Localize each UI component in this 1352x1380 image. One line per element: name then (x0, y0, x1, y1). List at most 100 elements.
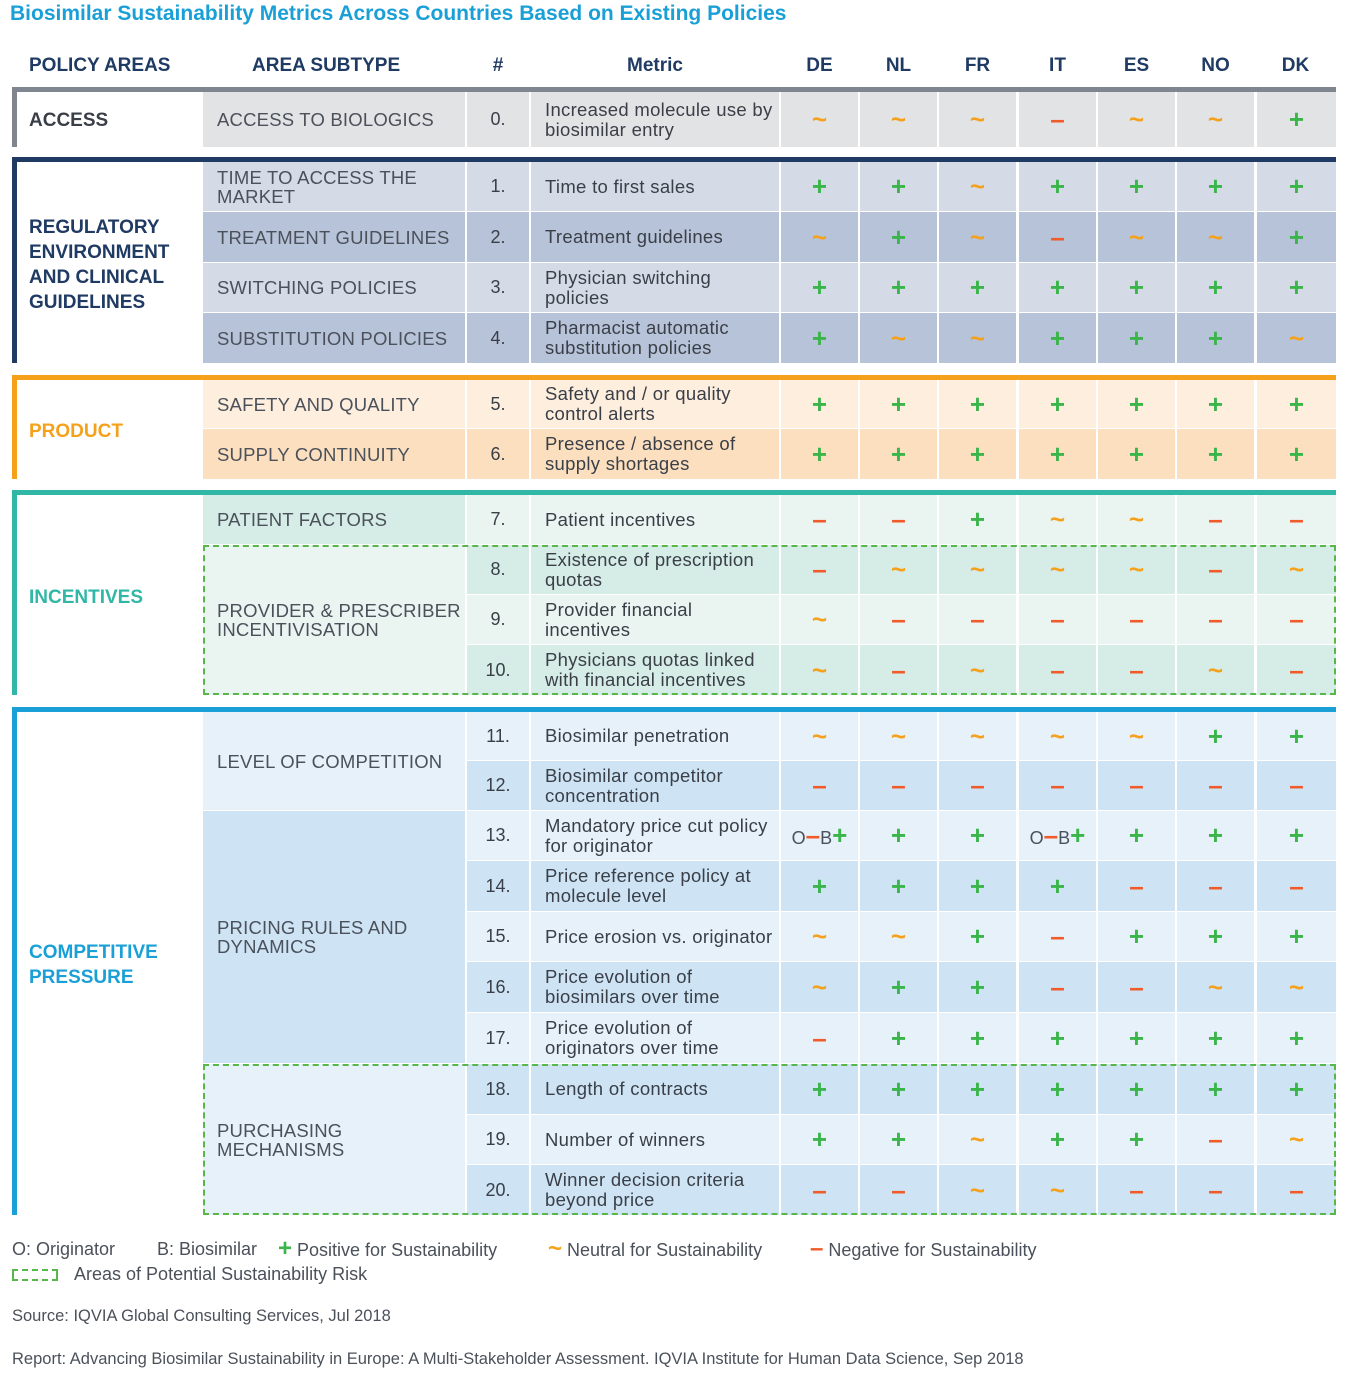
plus-icon: + (1128, 171, 1145, 201)
score-cell-dk: – (1257, 645, 1336, 695)
plus-icon: + (1288, 438, 1305, 469)
plus-icon: + (1207, 921, 1224, 951)
minus-icon: – (1289, 504, 1304, 534)
plus-icon: + (1049, 1073, 1066, 1104)
score-cell-de: + (781, 380, 858, 428)
subtype-cell: PROVIDER & PRESCRIBER INCENTIVISATION (203, 545, 465, 695)
plus-icon: + (890, 971, 907, 1002)
metric-cell: Treatment guidelines (531, 212, 779, 262)
subtype-cell: TREATMENT GUIDELINES (203, 212, 465, 262)
minus-icon: – (1050, 104, 1065, 134)
score-cell-es: ~ (1098, 495, 1175, 544)
score-cell-nl: + (860, 861, 937, 911)
score-cell-dk: + (1257, 712, 1336, 760)
score-cell-no: – (1177, 545, 1254, 594)
tilde-icon: ~ (969, 171, 986, 201)
minus-icon: – (812, 1174, 827, 1205)
tilde-icon: ~ (1049, 554, 1066, 584)
score-cell-nl: + (860, 811, 937, 860)
score-cell-dk: + (1257, 162, 1336, 211)
score-cell-fr: + (939, 811, 1016, 860)
score-cell-fr: + (939, 962, 1016, 1012)
area-label-regulatory: REGULATORY ENVIRONMENT AND CLINICAL GUID… (29, 217, 170, 313)
score-cell-it: ~ (1019, 712, 1096, 760)
score-cell-es: – (1098, 962, 1175, 1012)
score-cell-dk: – (1257, 761, 1336, 810)
row-number: 5. (467, 380, 529, 428)
score-cell-no: + (1177, 162, 1254, 211)
minus-icon: – (970, 770, 985, 800)
plus-icon: + (1207, 388, 1224, 419)
score-cell-nl: – (860, 761, 937, 810)
subtype-cell: LEVEL OF COMPETITION (203, 712, 465, 810)
tilde-icon: ~ (969, 720, 986, 751)
tilde-icon: ~ (1207, 221, 1224, 252)
score-cell-no: + (1177, 313, 1254, 363)
area-top-rule (12, 375, 1336, 380)
subtype-cell: PRICING RULES AND DYNAMICS (203, 811, 465, 1063)
tilde-icon: ~ (811, 654, 828, 685)
tilde-icon: ~ (811, 221, 828, 252)
score-cell-es: + (1098, 162, 1175, 211)
legend-neutral-label: Neutral for Sustainability (567, 1240, 763, 1260)
score-cell-fr: ~ (939, 212, 1016, 262)
plus-icon: + (969, 1022, 986, 1053)
tilde-icon: ~ (969, 322, 986, 353)
score-cell-de: – (781, 545, 858, 594)
plus-icon: + (1288, 171, 1305, 201)
plus-icon: + (1207, 720, 1224, 751)
score-cell-de: – (781, 761, 858, 810)
plus-icon: + (811, 870, 828, 901)
score-cell-dk: + (1257, 1064, 1336, 1114)
minus-icon: – (891, 504, 906, 534)
row-number: 18. (467, 1064, 529, 1114)
score-cell-es: + (1098, 313, 1175, 363)
originator-label: O (1029, 828, 1044, 848)
score-cell-nl: – (860, 645, 937, 695)
metric-cell: Price erosion vs. originator (531, 912, 779, 961)
plus-icon: + (969, 820, 986, 850)
tilde-icon: ~ (969, 1174, 986, 1205)
tilde-icon: ~ (1128, 554, 1145, 584)
area-block-regulatory: REGULATORY ENVIRONMENT AND CLINICAL GUID… (12, 157, 1336, 363)
score-cell-dk: + (1257, 912, 1336, 961)
metric-cell: Presence / absence of supply shortages (531, 429, 779, 479)
score-cell-it: – (1019, 962, 1096, 1012)
score-cell-es: ~ (1098, 712, 1175, 760)
score-cell-it: O–B+ (1019, 811, 1096, 860)
score-cell-no: + (1177, 1013, 1254, 1063)
score-cell-nl: + (860, 380, 937, 428)
tilde-icon: ~ (1128, 720, 1145, 751)
metric-cell: Winner decision criteria beyond price (531, 1165, 779, 1215)
score-cell-dk: – (1257, 595, 1336, 644)
minus-icon: – (1289, 654, 1304, 685)
plus-icon: + (1288, 221, 1305, 252)
metric-cell: Number of winners (531, 1115, 779, 1164)
tilde-icon: ~ (1128, 504, 1145, 534)
plus-icon: + (1288, 921, 1305, 951)
metric-cell: Existence of prescription quotas (531, 545, 779, 594)
score-cell-es: + (1098, 380, 1175, 428)
plus-icon: + (1207, 438, 1224, 469)
score-cell-de: ~ (781, 912, 858, 961)
plus-icon: + (1128, 921, 1145, 951)
plus-icon: + (1049, 272, 1066, 302)
metric-cell: Pharmacist automatic substitution polici… (531, 313, 779, 363)
minus-icon: – (1208, 604, 1223, 634)
header-country-de: DE (806, 55, 833, 76)
score-cell-de: ~ (781, 595, 858, 644)
score-cell-de: ~ (781, 212, 858, 262)
subtype-cell: SWITCHING POLICIES (203, 263, 465, 312)
score-cell-es: + (1098, 811, 1175, 860)
score-cell-fr: ~ (939, 1165, 1016, 1215)
score-cell-no: + (1177, 811, 1254, 860)
row-number: 14. (467, 861, 529, 911)
metric-cell: Price evolution of originators over time (531, 1013, 779, 1063)
plus-icon: + (969, 1073, 986, 1104)
plus-icon: + (1049, 388, 1066, 419)
minus-icon: – (1208, 870, 1223, 901)
minus-icon: – (1129, 654, 1144, 685)
header-policy-areas: POLICY AREAS (29, 55, 171, 76)
row-number: 17. (467, 1013, 529, 1063)
subtype-cell: SAFETY AND QUALITY (203, 380, 465, 428)
